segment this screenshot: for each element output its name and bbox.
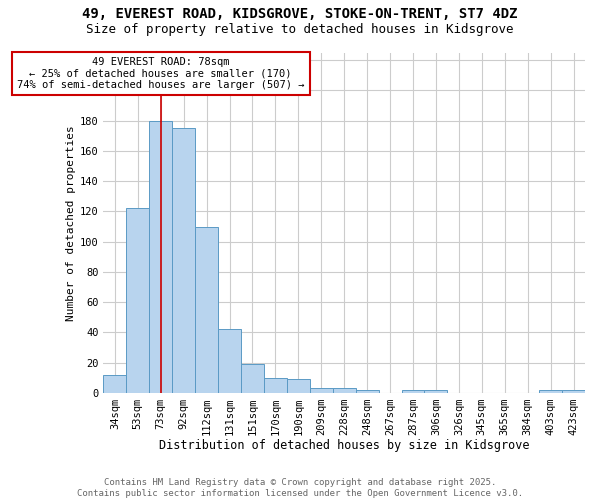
Bar (172, 128, 195, 393)
Y-axis label: Number of detached properties: Number of detached properties (65, 125, 76, 320)
Text: Size of property relative to detached houses in Kidsgrove: Size of property relative to detached ho… (86, 22, 514, 36)
Bar (195, 226, 218, 393)
X-axis label: Distribution of detached houses by size in Kidsgrove: Distribution of detached houses by size … (159, 440, 529, 452)
Text: Contains HM Land Registry data © Crown copyright and database right 2025.
Contai: Contains HM Land Registry data © Crown c… (77, 478, 523, 498)
Bar (539, 390, 562, 393)
Bar (241, 364, 264, 393)
Bar (264, 378, 287, 393)
Bar (127, 208, 149, 393)
Text: 49, EVEREST ROAD, KIDSGROVE, STOKE-ON-TRENT, ST7 4DZ: 49, EVEREST ROAD, KIDSGROVE, STOKE-ON-TR… (82, 8, 518, 22)
Bar (401, 390, 424, 393)
Bar (562, 390, 585, 393)
Bar (287, 380, 310, 393)
Bar (103, 375, 127, 393)
Bar (356, 390, 379, 393)
Bar (149, 120, 172, 393)
Bar (218, 330, 241, 393)
Bar (310, 388, 333, 393)
Text: 49 EVEREST ROAD: 78sqm
← 25% of detached houses are smaller (170)
74% of semi-de: 49 EVEREST ROAD: 78sqm ← 25% of detached… (17, 57, 304, 90)
Bar (424, 390, 448, 393)
Bar (333, 388, 356, 393)
